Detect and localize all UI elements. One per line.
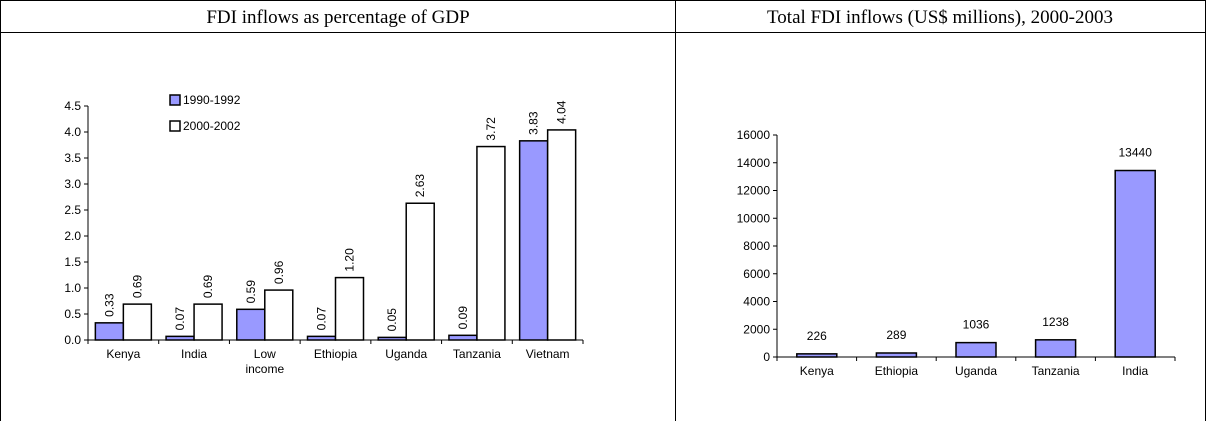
data-label: 1238	[1042, 315, 1069, 329]
y-tick-label: 2.0	[64, 229, 81, 243]
data-label: 0.59	[244, 280, 258, 304]
bar	[875, 352, 918, 358]
y-tick-label: 0.5	[64, 307, 81, 321]
bar	[796, 353, 838, 358]
y-tick-label: 0.0	[64, 333, 81, 347]
data-label: 0.69	[201, 274, 215, 298]
y-tick-label: 3.5	[64, 151, 81, 165]
legend-label: 2000-2002	[183, 119, 241, 133]
y-tick-label: 6000	[743, 267, 770, 281]
x-tick-label: Ethiopia	[314, 347, 358, 361]
y-tick-label: 12000	[737, 184, 771, 198]
y-tick-label: 2.5	[64, 203, 81, 217]
chart-title: Total FDI inflows (US$ millions), 2000-2…	[767, 7, 1113, 28]
y-tick-label: 0	[763, 350, 770, 364]
x-tick-label: Tanzania	[1032, 364, 1080, 378]
bar	[94, 322, 125, 341]
data-label: 4.04	[555, 100, 569, 124]
x-tick-label: Vietnam	[526, 347, 570, 361]
y-tick-label: 1.5	[64, 255, 81, 269]
data-label: 0.05	[385, 308, 399, 332]
bar	[193, 303, 223, 341]
data-label: 3.83	[527, 111, 541, 135]
y-tick-label: 2000	[743, 322, 770, 336]
x-tick-label: Ethiopia	[875, 364, 919, 378]
x-tick-label: India	[1122, 364, 1148, 378]
y-tick-label: 4.5	[64, 99, 81, 113]
bar	[377, 336, 407, 341]
bar	[518, 140, 549, 341]
y-tick-label: 16000	[737, 128, 771, 142]
data-label: 289	[886, 328, 906, 342]
y-tick-label: 8000	[743, 239, 770, 253]
bar	[448, 334, 478, 341]
x-tick-label: India	[181, 347, 207, 361]
y-tick-label: 3.0	[64, 177, 81, 191]
data-label: 2.63	[413, 174, 427, 198]
y-tick-label: 4.0	[64, 125, 81, 139]
bar	[264, 289, 294, 341]
x-tick-label: Kenya	[106, 347, 140, 361]
data-label: 0.07	[173, 307, 187, 331]
y-tick-label: 10000	[737, 211, 771, 225]
x-tick-label: Uganda	[385, 347, 427, 361]
bar	[955, 341, 997, 358]
bar	[405, 202, 435, 341]
bar	[476, 145, 506, 341]
data-label: 1.20	[343, 248, 357, 272]
data-label: 0.07	[315, 307, 329, 331]
chart-title: FDI inflows as percentage of GDP	[206, 7, 469, 28]
bar	[1114, 169, 1156, 358]
data-label: 13440	[1119, 146, 1153, 160]
legend-swatch	[169, 120, 181, 132]
x-tick-label: Low income	[245, 347, 284, 376]
legend-label: 1990-1992	[183, 93, 241, 107]
y-tick-label: 1.0	[64, 281, 81, 295]
bar	[165, 335, 195, 341]
data-label: 0.33	[102, 293, 116, 317]
y-tick-label: 4000	[743, 295, 770, 309]
bar	[306, 335, 337, 341]
data-label: 0.09	[456, 306, 470, 330]
bar	[546, 129, 577, 341]
bar	[1034, 339, 1077, 358]
bar	[334, 276, 365, 341]
x-tick-label: Tanzania	[453, 347, 501, 361]
x-tick-label: Uganda	[955, 364, 997, 378]
x-tick-label: Kenya	[800, 364, 834, 378]
data-label: 1036	[963, 318, 990, 332]
data-label: 3.72	[484, 117, 498, 141]
data-label: 0.96	[272, 260, 286, 284]
bar	[122, 303, 153, 341]
data-label: 0.69	[130, 274, 144, 298]
y-tick-label: 14000	[737, 156, 771, 170]
bar	[236, 308, 266, 341]
legend-swatch	[169, 94, 181, 106]
data-label: 226	[807, 329, 827, 343]
